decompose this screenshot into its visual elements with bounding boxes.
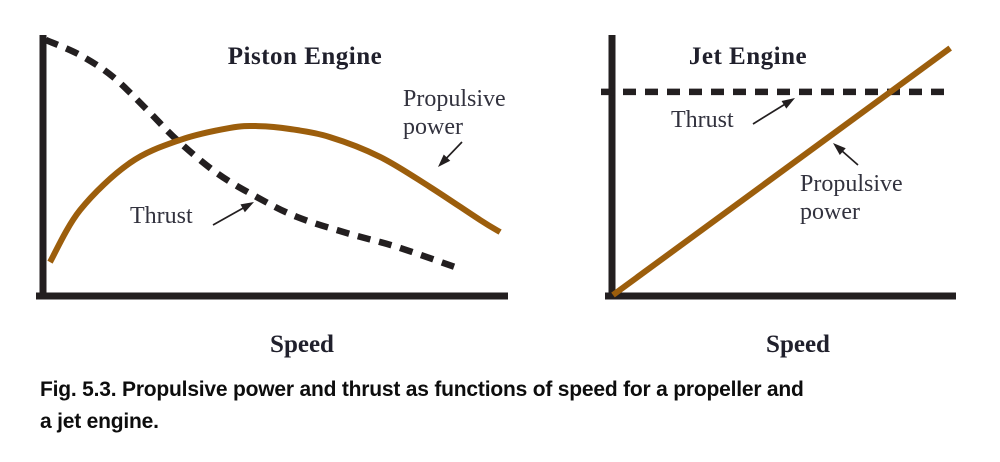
piston-thrust-curve <box>44 37 457 271</box>
figure-caption-line-1: Fig. 5.3. Propulsive power and thrust as… <box>40 378 804 401</box>
piston-engine-chart-title: Piston Engine <box>227 43 383 70</box>
piston-x-axis-label: Speed <box>270 331 334 358</box>
piston-annotation-arrow-line <box>444 141 463 161</box>
jet-thrust-label: Thrust <box>671 107 734 133</box>
jet-engine-chart-title: Jet Engine <box>688 43 808 70</box>
jet-annotation-arrowhead-icon <box>781 98 795 109</box>
piston-annotation-arrow-line <box>212 206 246 226</box>
jet-annotation-arrow-line <box>839 148 859 166</box>
jet-propulsive-power-curve <box>611 45 952 298</box>
piston-propulsive-power-label: Propulsive power <box>403 86 506 140</box>
figure-caption-line-2: a jet engine. <box>40 410 159 433</box>
piston-annotation-arrowhead-icon <box>240 202 254 213</box>
jet-axes <box>605 35 956 300</box>
jet-annotation-arrow-line <box>752 102 787 125</box>
piston-axes <box>36 35 508 300</box>
piston-thrust-label: Thrust <box>130 203 193 229</box>
piston-propulsive-power-curve <box>47 122 502 264</box>
jet-x-axis-label: Speed <box>766 331 830 358</box>
piston-annotation-arrowhead-icon <box>438 154 451 167</box>
jet-annotation-arrowhead-icon <box>833 143 846 155</box>
jet-propulsive-power-label: Propulsive power <box>800 171 903 225</box>
